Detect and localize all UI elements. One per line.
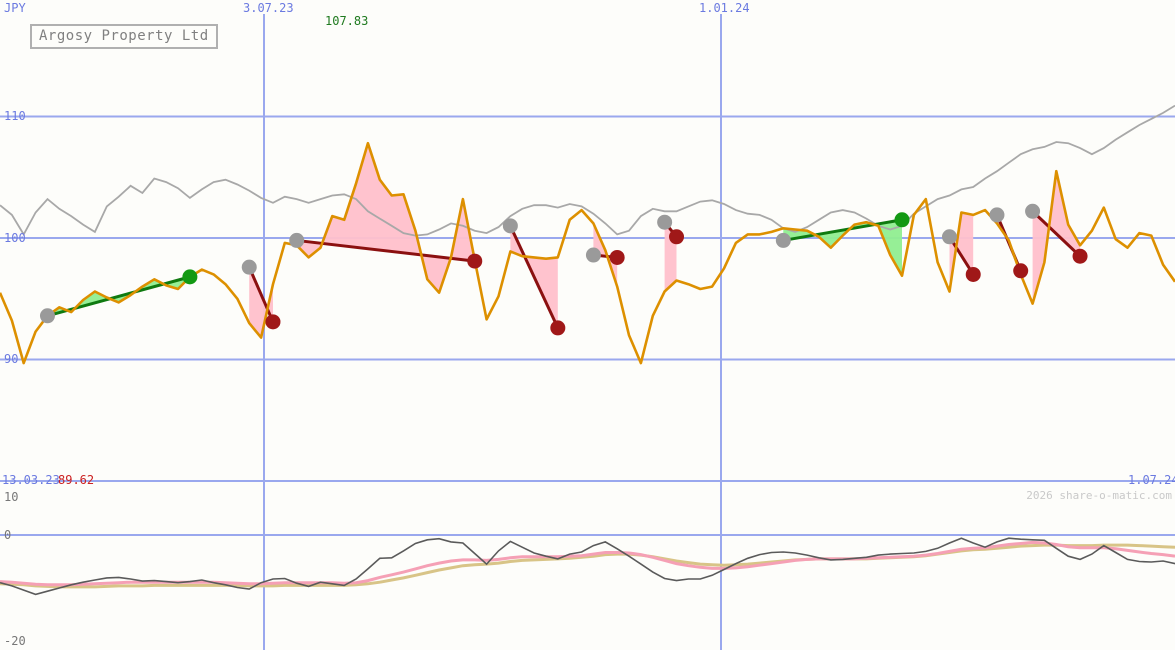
y-tick-90: 90 [4,352,18,366]
trade-entry-marker[interactable] [775,232,791,248]
trade-line-profit [783,218,903,242]
trade-markers-group[interactable] [39,203,1088,336]
indicator-y-tick-10: 10 [4,490,18,504]
trade-entry-marker[interactable] [502,218,518,234]
page-title: Argosy Property Ltd [30,24,218,49]
trade-exit-marker-loss[interactable] [669,229,685,245]
trade-line-profit [47,275,191,318]
trade-exit-marker-loss[interactable] [265,314,281,330]
trade-entry-marker[interactable] [289,232,305,248]
indicator-line-macd [0,537,1175,596]
trade-shading-loss [249,267,273,338]
gridlines [0,14,1175,650]
trade-exit-marker-loss[interactable] [467,253,483,269]
indicator-line-signal [0,540,1175,587]
trade-exit-marker-loss[interactable] [965,266,981,282]
high-price-annotation: 107.83 [325,14,368,28]
trade-entry-marker[interactable] [585,247,601,263]
trade-exit-marker-loss[interactable] [609,249,625,265]
indicator-y-tick-0: 0 [4,528,11,542]
y-tick-110: 110 [4,109,26,123]
x-tick-second: 1.01.24 [699,1,750,15]
trade-line-loss [1031,210,1082,258]
indicator-line-slow [0,543,1175,589]
trade-line-loss [247,266,275,323]
indicator-y-tick-minus20: -20 [4,634,26,648]
trade-entry-marker[interactable] [941,229,957,245]
trade-entry-marker[interactable] [657,214,673,230]
trade-exit-marker-loss[interactable] [1072,248,1088,264]
currency-axis-label: JPY [4,1,26,15]
watermark: 2026 share-o-matic.com [1026,489,1172,502]
y-tick-100: 100 [4,231,26,245]
trade-shading-loss [296,143,475,293]
trade-exit-marker-loss[interactable] [1013,263,1029,279]
x-start-date-label: 13.03.23 [2,473,60,487]
indicator-series-group [0,537,1175,596]
trade-line-loss [508,225,560,329]
benchmark-line [0,104,1175,237]
trade-line-loss [296,238,475,263]
x-end-date-label: 1.07.24 [1128,473,1175,487]
trade-shading-loss [1032,171,1081,304]
trade-exit-marker-profit[interactable] [894,212,910,228]
trade-entry-marker[interactable] [989,207,1005,223]
benchmark-path [0,104,1175,237]
trade-entry-marker[interactable] [1025,203,1041,219]
trade-exit-marker-loss[interactable] [550,320,566,336]
trade-entry-marker[interactable] [241,259,257,275]
x-tick-first: 3.07.23 [243,1,294,15]
trade-shading-loss [949,212,974,292]
trade-exit-marker-profit[interactable] [182,269,198,285]
low-price-annotation: 89.62 [58,473,94,487]
trade-entry-marker[interactable] [39,308,55,324]
